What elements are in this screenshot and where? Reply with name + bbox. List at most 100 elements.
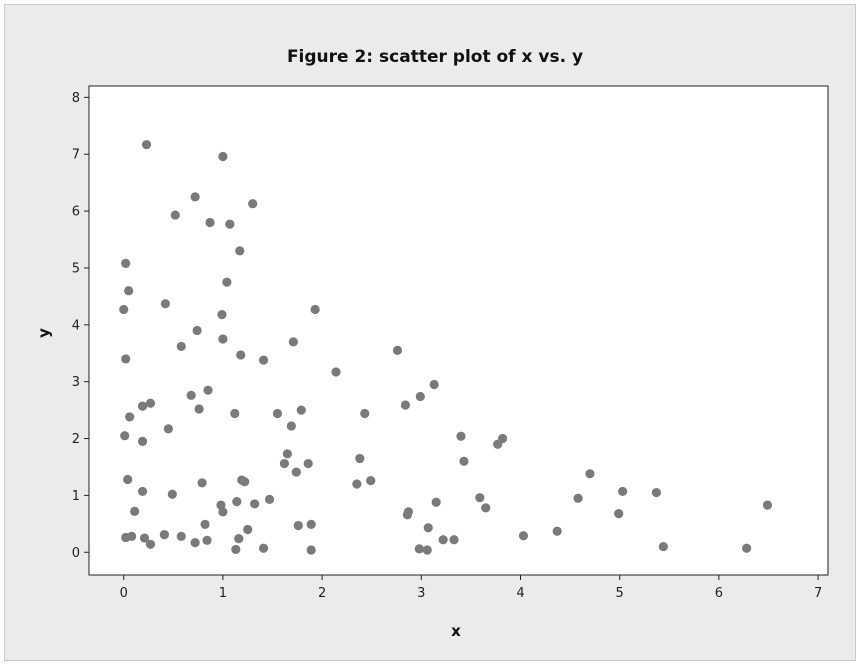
data-point [438, 535, 448, 545]
data-point [232, 497, 242, 507]
data-point [186, 390, 196, 400]
data-points [119, 139, 773, 555]
x-axis-label: x [451, 622, 461, 640]
data-point [296, 405, 306, 415]
chart-title: Figure 2: scatter plot of x vs. y [287, 47, 583, 67]
data-point [139, 533, 150, 543]
data-point [310, 304, 320, 315]
data-point [614, 508, 624, 519]
data-point [552, 526, 562, 536]
data-point [475, 493, 485, 503]
data-point [217, 309, 227, 320]
x-tick-label: 5 [616, 586, 624, 601]
data-point [481, 503, 491, 513]
data-point [190, 192, 200, 202]
data-point [176, 341, 186, 352]
y-tick-label: 1 [72, 489, 80, 504]
data-point [222, 277, 232, 287]
x-tick-label: 2 [318, 586, 326, 601]
data-point [282, 449, 292, 459]
data-point [231, 544, 241, 555]
data-point [366, 476, 376, 486]
x-tick-label: 3 [417, 586, 425, 601]
data-point [288, 337, 298, 347]
data-point [163, 424, 173, 434]
data-point [762, 500, 773, 510]
data-point [272, 408, 283, 419]
data-point [431, 497, 441, 507]
data-point [414, 544, 424, 554]
x-tick-label: 1 [219, 586, 227, 601]
data-point [236, 350, 246, 360]
data-point [573, 493, 583, 503]
x-axis: 0 1 2 3 4 5 6 7 [120, 575, 822, 601]
data-point [225, 219, 235, 229]
y-tick-label: 8 [72, 91, 80, 106]
y-axis: 0 1 2 3 4 5 6 7 8 [72, 91, 89, 561]
data-point [121, 354, 131, 364]
data-point [119, 304, 129, 315]
data-point [291, 467, 301, 477]
data-point [197, 478, 207, 488]
data-point [618, 486, 628, 497]
data-point [429, 379, 439, 390]
data-point [202, 535, 212, 545]
data-point [159, 530, 169, 540]
data-point [230, 408, 240, 419]
data-point [190, 537, 200, 548]
data-point [200, 519, 210, 529]
data-point [137, 436, 148, 446]
y-tick-label: 5 [72, 261, 80, 276]
data-point [392, 345, 403, 356]
data-point [658, 541, 668, 552]
data-point [218, 507, 228, 517]
y-tick-label: 4 [72, 318, 80, 333]
data-point [248, 199, 258, 209]
y-tick-label: 3 [72, 375, 80, 390]
data-point [127, 531, 137, 541]
plot-area [88, 85, 829, 576]
data-point [234, 534, 244, 544]
data-point [123, 474, 133, 485]
data-point [194, 404, 204, 414]
data-point [258, 543, 269, 553]
data-point [449, 535, 459, 545]
data-point [293, 520, 303, 531]
data-point [243, 524, 253, 535]
data-point [303, 458, 313, 469]
data-point [306, 519, 316, 529]
x-tick-label: 7 [814, 586, 822, 601]
y-tick-label: 6 [72, 205, 80, 220]
data-point [264, 494, 275, 504]
y-axis-label: y [35, 328, 53, 338]
x-tick-label: 0 [120, 586, 128, 601]
data-point [203, 385, 213, 395]
x-tick-label: 6 [715, 586, 723, 601]
data-point [422, 545, 432, 555]
data-point [120, 431, 130, 441]
data-point [651, 487, 661, 498]
data-point [415, 391, 425, 402]
data-point [258, 355, 269, 365]
data-point [130, 506, 140, 516]
data-point [286, 421, 296, 431]
data-point [456, 431, 466, 441]
y-tick-label: 7 [72, 148, 80, 163]
data-point [218, 151, 228, 162]
data-point [352, 479, 362, 489]
data-point [141, 139, 152, 150]
data-point [360, 408, 370, 419]
data-point [160, 299, 170, 309]
data-point [240, 477, 250, 487]
data-point [121, 258, 131, 269]
data-point [192, 325, 202, 336]
data-point [423, 523, 433, 533]
y-tick-label: 2 [72, 432, 80, 447]
x-tick-label: 4 [516, 586, 524, 601]
data-point [170, 210, 180, 220]
data-point [250, 499, 260, 509]
data-point [145, 539, 156, 549]
data-point [176, 531, 186, 541]
data-point [518, 531, 529, 541]
